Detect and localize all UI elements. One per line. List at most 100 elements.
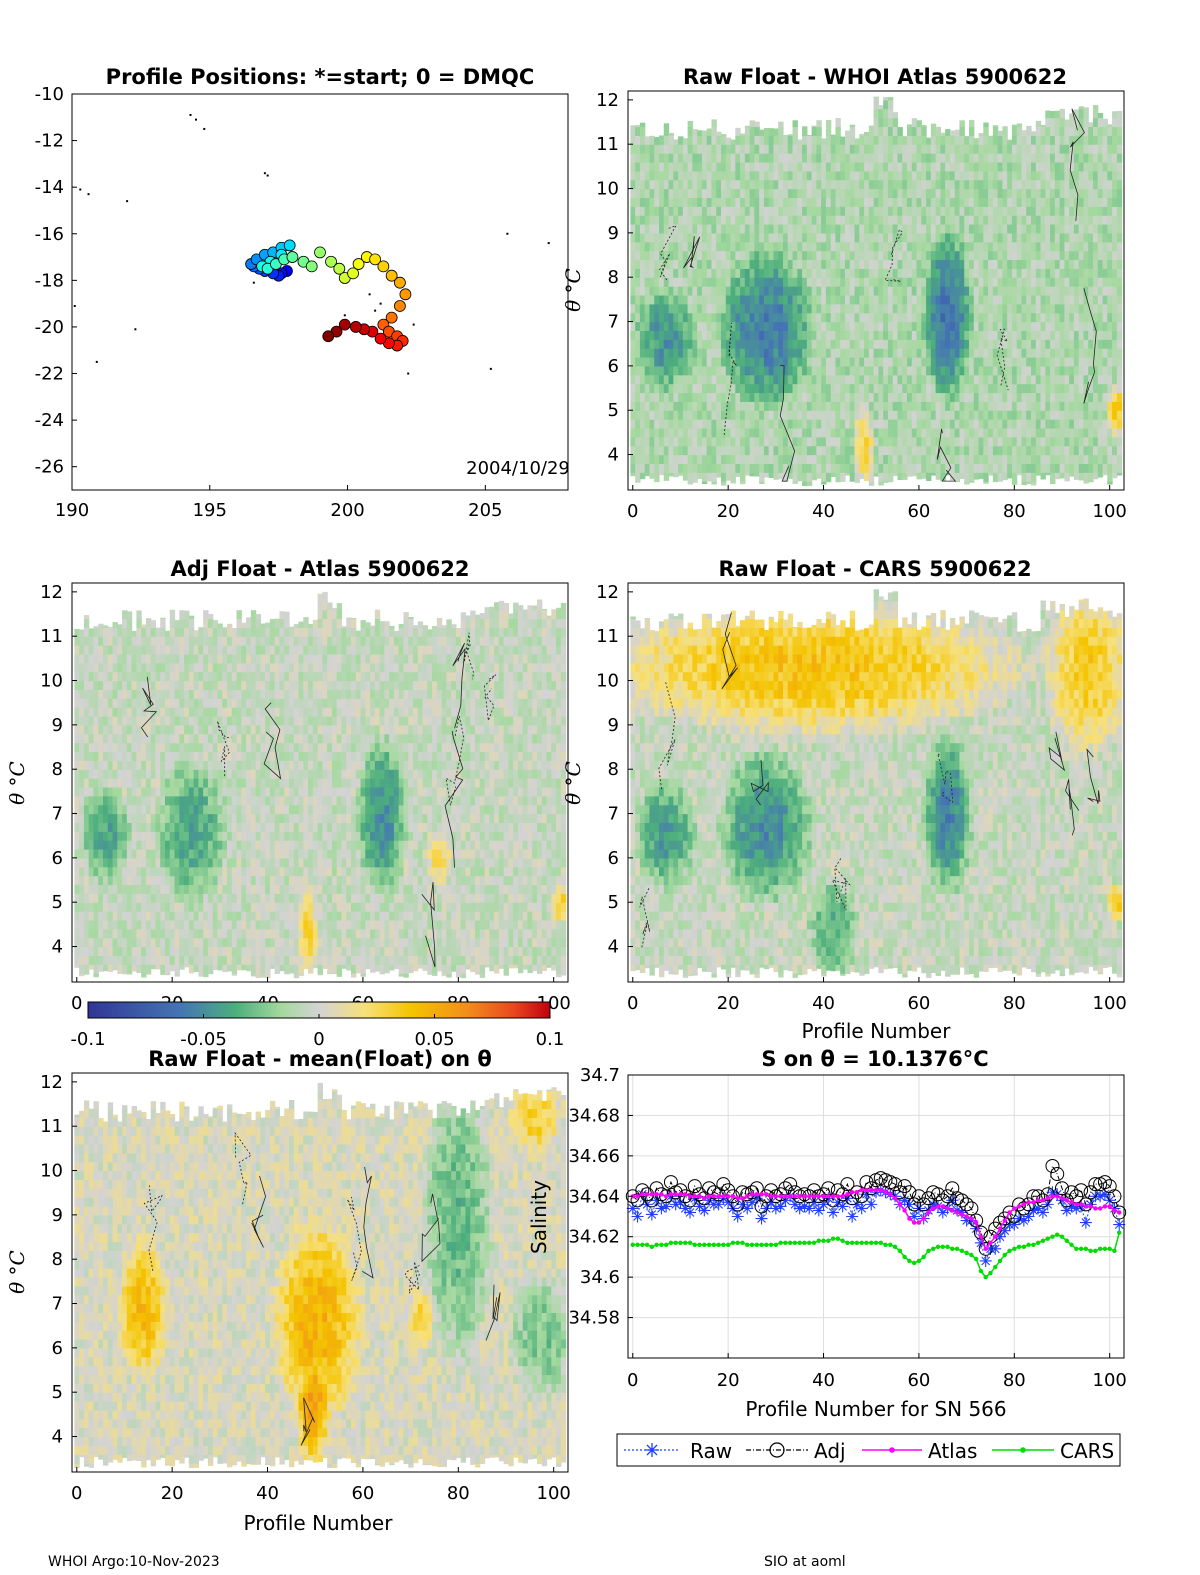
heatmap-cell xyxy=(883,392,889,402)
heatmap-cell xyxy=(1107,454,1113,464)
heatmap-cell xyxy=(630,463,636,473)
heatmap-cell xyxy=(802,259,808,269)
heatmap-cell xyxy=(835,445,841,456)
heatmap-cell xyxy=(1040,374,1046,385)
heatmap-cell xyxy=(1064,303,1070,314)
heatmap-cell xyxy=(126,742,133,753)
heatmap-cell xyxy=(935,241,941,252)
heatmap-cell xyxy=(868,153,875,163)
heatmap-cell xyxy=(744,241,751,252)
heatmap-cell xyxy=(907,410,913,420)
heatmap-cell xyxy=(811,259,817,269)
heatmap-cell xyxy=(1102,224,1108,234)
heatmap-cell xyxy=(921,215,927,225)
heatmap-cell xyxy=(792,224,798,234)
heatmap-cell xyxy=(1078,294,1085,305)
heatmap-cell xyxy=(74,937,80,948)
heatmap-cell xyxy=(749,215,755,225)
heatmap-cell xyxy=(959,419,965,429)
heatmap-cell xyxy=(88,724,95,735)
heatmap-cell xyxy=(682,138,689,145)
heatmap-cell xyxy=(830,339,837,349)
heatmap-cell xyxy=(136,689,142,699)
heatmap-cell xyxy=(916,436,922,447)
heatmap-cell xyxy=(126,946,133,956)
heatmap-cell xyxy=(1083,153,1089,163)
heatmap-cell xyxy=(840,161,846,172)
heatmap-cell xyxy=(754,392,760,402)
heatmap-cell xyxy=(721,401,727,411)
heatmap-cell xyxy=(1016,170,1023,181)
heatmap-cell xyxy=(1097,144,1104,154)
heatmap-cell xyxy=(697,294,703,305)
heatmap-cell xyxy=(131,653,137,664)
heatmap-cell xyxy=(79,795,85,806)
heatmap-cell xyxy=(988,419,994,429)
heatmap-cell xyxy=(973,365,980,376)
heatmap-cell xyxy=(845,321,851,331)
heatmap-cell xyxy=(735,339,741,349)
heatmap-cell xyxy=(954,268,961,278)
heatmap-cell xyxy=(902,179,908,190)
heatmap-cell xyxy=(117,928,123,939)
heatmap-cell xyxy=(935,277,941,287)
heatmap-cell xyxy=(978,436,984,447)
heatmap-cell xyxy=(964,277,970,287)
heatmap-cell xyxy=(1007,259,1013,269)
heatmap-cell xyxy=(821,250,827,261)
heatmap-cell xyxy=(103,671,109,682)
heatmap-cell xyxy=(949,188,956,198)
heatmap-cell xyxy=(935,454,941,464)
heatmap-cell xyxy=(988,135,994,145)
heatmap-cell xyxy=(983,250,989,261)
heatmap-cell xyxy=(1064,250,1070,261)
heatmap-cell xyxy=(654,357,660,367)
heatmap-cell xyxy=(1040,436,1046,447)
heatmap-cell xyxy=(630,374,636,385)
heatmap-cell xyxy=(949,383,956,394)
heatmap-cell xyxy=(1083,481,1089,484)
heatmap-cell xyxy=(878,232,884,243)
heatmap-cell xyxy=(1093,161,1099,172)
heatmap-cell xyxy=(112,707,118,717)
heatmap-cell xyxy=(973,401,980,411)
heatmap-cell xyxy=(768,321,775,331)
heatmap-cell xyxy=(854,250,860,261)
heatmap-cell xyxy=(117,778,123,788)
heatmap-cell xyxy=(1083,286,1089,296)
heatmap-cell xyxy=(1031,374,1037,385)
heatmap-cell xyxy=(821,303,827,314)
x-tick-label: 100 xyxy=(1093,501,1127,522)
heatmap-cell xyxy=(1002,401,1008,411)
heatmap-cell xyxy=(1016,392,1023,402)
heatmap-cell xyxy=(1112,126,1118,136)
heatmap-cell xyxy=(1083,232,1089,243)
heatmap-cell xyxy=(1050,454,1056,464)
heatmap-cell xyxy=(749,161,755,172)
heatmap-cell xyxy=(1116,445,1123,456)
heatmap-cell xyxy=(1059,259,1065,269)
heatmap-cell xyxy=(644,206,651,216)
heatmap-cell xyxy=(811,170,817,181)
heatmap-cell xyxy=(783,401,789,411)
heatmap-cell xyxy=(887,108,894,119)
heatmap-cell xyxy=(668,277,674,287)
heatmap-cell xyxy=(740,206,746,216)
heatmap-cell xyxy=(145,911,152,921)
heatmap-cell xyxy=(122,627,128,637)
heatmap-cell xyxy=(1112,206,1118,216)
heatmap-cell xyxy=(1069,188,1075,198)
heatmap-cell xyxy=(940,427,946,438)
heatmap-cell xyxy=(868,312,875,323)
heatmap-cell xyxy=(816,179,822,190)
heatmap-cell xyxy=(730,294,736,305)
heatmap-cell xyxy=(659,463,665,473)
heatmap-cell xyxy=(816,135,822,145)
heatmap-cell xyxy=(897,365,903,376)
heatmap-cell xyxy=(873,427,879,438)
heatmap-cell xyxy=(749,321,755,331)
heatmap-cell xyxy=(1021,454,1027,464)
heatmap-cell xyxy=(711,197,717,207)
heatmap-cell xyxy=(845,241,851,252)
heatmap-cell xyxy=(639,122,646,128)
